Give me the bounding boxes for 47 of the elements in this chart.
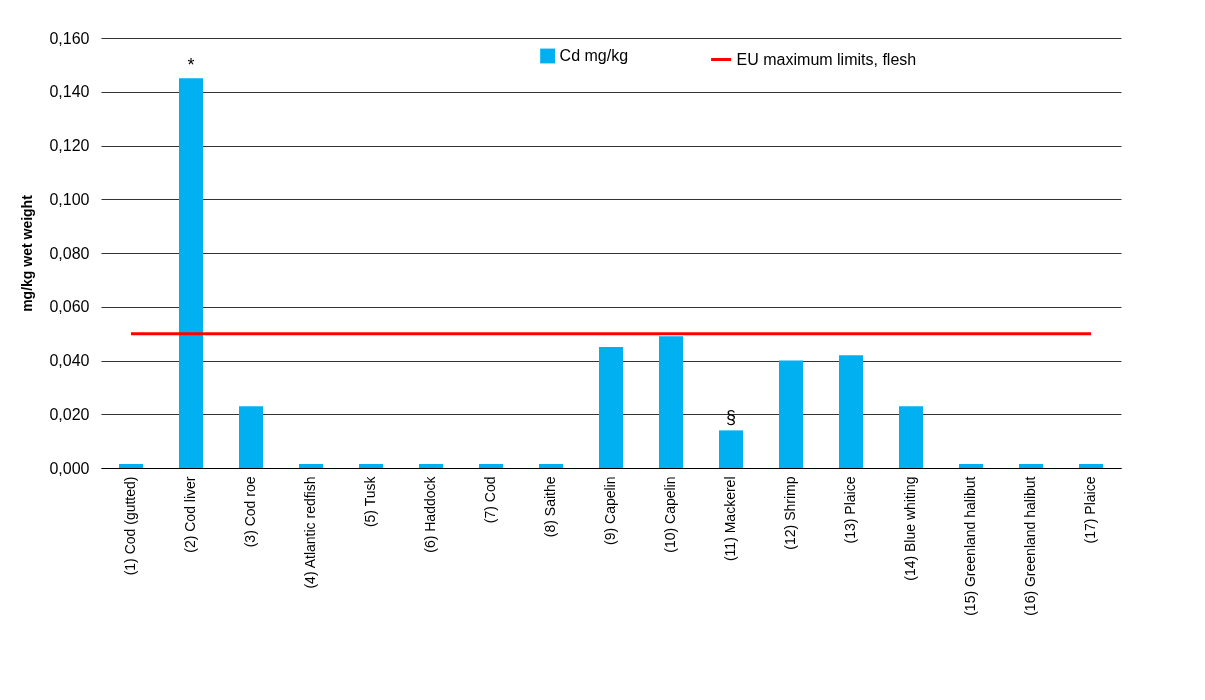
x-tick-label: (8) Saithe bbox=[542, 476, 558, 538]
x-tick-label: (13) Plaice bbox=[842, 476, 858, 544]
annotation: * bbox=[187, 55, 195, 76]
bar bbox=[419, 463, 443, 468]
bar bbox=[239, 406, 263, 468]
legend-label: Cd mg/kg bbox=[559, 47, 629, 64]
bar bbox=[179, 78, 203, 468]
bar bbox=[479, 463, 503, 468]
x-tick-label: (3) Cod roe bbox=[242, 476, 258, 548]
bar bbox=[719, 430, 743, 468]
y-tick-label: 0,100 bbox=[49, 190, 90, 208]
bar bbox=[119, 463, 143, 468]
bar bbox=[599, 347, 623, 468]
bar bbox=[539, 463, 563, 468]
bar bbox=[659, 336, 683, 468]
bar bbox=[1079, 463, 1103, 468]
y-tick-label: 0,080 bbox=[49, 244, 90, 262]
x-tick-label: (11) Mackerel bbox=[722, 476, 738, 562]
x-tick-label: (17) Plaice bbox=[1082, 476, 1098, 544]
bar bbox=[359, 463, 383, 468]
x-tick-label: (2) Cod liver bbox=[182, 476, 198, 553]
x-tick-label: (1) Cod (gutted) bbox=[122, 476, 138, 576]
y-tick-label: 0,140 bbox=[49, 83, 90, 101]
bar bbox=[299, 463, 323, 468]
x-tick-label: (9) Capelin bbox=[602, 476, 618, 545]
bar bbox=[779, 360, 803, 468]
y-tick-label: 0,000 bbox=[49, 459, 90, 477]
x-tick-label: (6) Haddock bbox=[422, 475, 438, 553]
y-tick-label: 0,160 bbox=[49, 29, 90, 47]
y-axis-title: mg/kg wet weight bbox=[19, 194, 36, 312]
x-tick-label: (14) Blue whiting bbox=[902, 476, 918, 581]
bar bbox=[959, 463, 983, 468]
x-tick-label: (16) Greenland halibut bbox=[1022, 476, 1038, 616]
bar bbox=[1019, 463, 1043, 468]
y-tick-label: 0,040 bbox=[49, 352, 90, 369]
x-tick-label: (10) Capelin bbox=[662, 476, 678, 553]
bar bbox=[899, 406, 923, 468]
x-tick-label: (12) Shrimp bbox=[782, 476, 798, 550]
y-tick-label: 0,120 bbox=[49, 137, 90, 154]
legend-label: EU maximum limits, flesh bbox=[736, 50, 917, 68]
y-tick-label: 0,020 bbox=[49, 405, 90, 423]
x-tick-label: (4) Atlantic redfish bbox=[302, 476, 318, 589]
y-tick-label: 0,060 bbox=[49, 298, 90, 316]
bar bbox=[839, 355, 863, 468]
x-tick-label: (5) Tusk bbox=[362, 475, 378, 528]
x-tick-label: (7) Cod bbox=[482, 476, 498, 524]
x-tick-label: (15) Greenland halibut bbox=[962, 476, 978, 616]
